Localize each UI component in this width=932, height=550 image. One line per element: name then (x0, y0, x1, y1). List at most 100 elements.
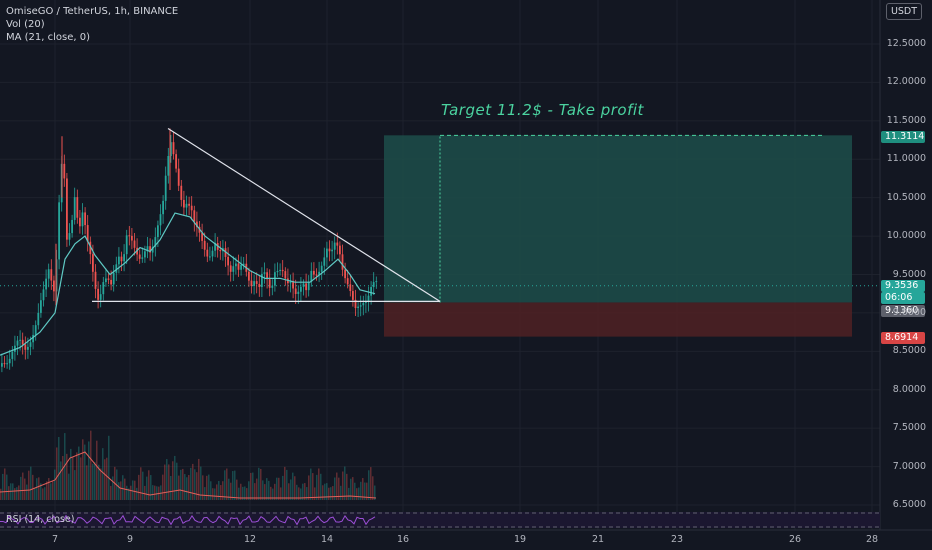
volume-bar (78, 446, 80, 500)
volume-bar (20, 476, 22, 500)
candle-body (128, 235, 131, 237)
candle-body (359, 305, 362, 307)
volume-bar (84, 444, 86, 500)
volume-bar (214, 488, 216, 500)
volume-bar (318, 468, 320, 500)
candle-body (112, 272, 115, 285)
bar-countdown-tag: 06:06 (881, 292, 925, 304)
candle-body (16, 340, 19, 346)
volume-bar (258, 467, 260, 500)
volume-bar (88, 441, 90, 500)
candle-body (281, 269, 284, 272)
volume-bar (222, 481, 224, 500)
candle-body (328, 248, 331, 252)
candle-body (81, 212, 84, 227)
candle-body (232, 266, 235, 272)
volume-bar (164, 464, 166, 500)
volume-bar (170, 475, 172, 500)
candle-body (248, 271, 250, 281)
volume-bar (60, 461, 62, 500)
volume-bar (128, 488, 130, 500)
candle-body (349, 284, 352, 292)
candle-body (19, 339, 21, 341)
ma-indicator-label[interactable]: MA (21, close, 0) (6, 32, 91, 43)
candle-body (219, 249, 222, 252)
currency-badge[interactable]: USDT (886, 3, 922, 20)
candle-body (131, 235, 133, 241)
candle-body (120, 256, 123, 262)
candle-body (40, 300, 42, 313)
candle-body (21, 339, 24, 345)
volume-bar (126, 485, 128, 500)
candle-body (102, 282, 105, 295)
volume-bar (300, 488, 302, 500)
volume-bar (308, 475, 310, 500)
volume-bar (146, 476, 148, 500)
candle-body (318, 271, 320, 276)
candle-body (99, 294, 102, 300)
candle-body (302, 283, 305, 287)
volume-bar (26, 484, 28, 500)
volume-bar (208, 474, 210, 500)
candle-body (279, 269, 281, 271)
volume-bar (156, 486, 158, 500)
volume-bar (180, 469, 182, 500)
target-annotation[interactable]: Target 11.2$ - Take profit (441, 101, 644, 119)
price-axis-label: 11.5000 (886, 114, 926, 126)
candle-body (352, 291, 354, 300)
volume-bar (312, 473, 314, 500)
candle-body (354, 299, 357, 309)
trendline-descending (167, 128, 441, 302)
volume-bar (368, 470, 370, 500)
volume-bar (358, 487, 360, 500)
volume-bar (98, 464, 100, 500)
candle-body (253, 281, 255, 286)
volume-bar (168, 464, 170, 500)
candle-body (271, 285, 274, 288)
volume-bar (94, 462, 96, 500)
volume-bar (172, 461, 174, 500)
volume-bar (138, 474, 140, 500)
candle-body (297, 291, 300, 294)
price-axis-label: 12.0000 (886, 76, 926, 88)
volume-bar (262, 480, 264, 500)
price-axis-label: 8.5000 (892, 345, 926, 357)
candle-body (190, 205, 193, 211)
volume-bar (236, 479, 238, 500)
candle-body (214, 243, 216, 251)
candle-body (372, 282, 375, 288)
entry-price-tag: 9.1360 (881, 305, 925, 317)
volume-bar (110, 485, 112, 500)
volume-bar (14, 488, 16, 500)
price-axis-label: 12.5000 (886, 38, 926, 49)
volume-bar (200, 466, 202, 500)
candle-body (47, 269, 50, 279)
candle-body (177, 168, 180, 186)
symbol-title[interactable]: OmiseGO / TetherUS, 1h, BINANCE (6, 6, 179, 17)
candle-body (175, 154, 177, 169)
rsi-indicator-label[interactable]: RSI (14, close) (6, 514, 75, 525)
volume-bar (40, 483, 42, 500)
volume-bar (240, 483, 242, 500)
price-axis-label: 11.0000 (886, 153, 926, 165)
candle-body (188, 203, 190, 206)
candle-body (154, 237, 157, 247)
volume-bar (302, 483, 304, 500)
volume-bar (352, 477, 354, 500)
volume-bar (184, 474, 186, 500)
candle-body (97, 288, 99, 300)
volume-indicator-label[interactable]: Vol (20) (6, 19, 45, 30)
volume-bar (216, 484, 218, 500)
volume-bar (286, 469, 288, 500)
volume-bar (130, 485, 132, 500)
volume-bar (90, 430, 92, 500)
target-price-tag: 11.3114 (881, 131, 925, 143)
candle-body (307, 281, 310, 291)
candle-body (357, 306, 359, 309)
candle-body (211, 250, 214, 257)
candle-body (362, 302, 365, 306)
volume-bar (106, 457, 108, 500)
volume-bar (242, 486, 244, 500)
candle-body (261, 273, 263, 288)
